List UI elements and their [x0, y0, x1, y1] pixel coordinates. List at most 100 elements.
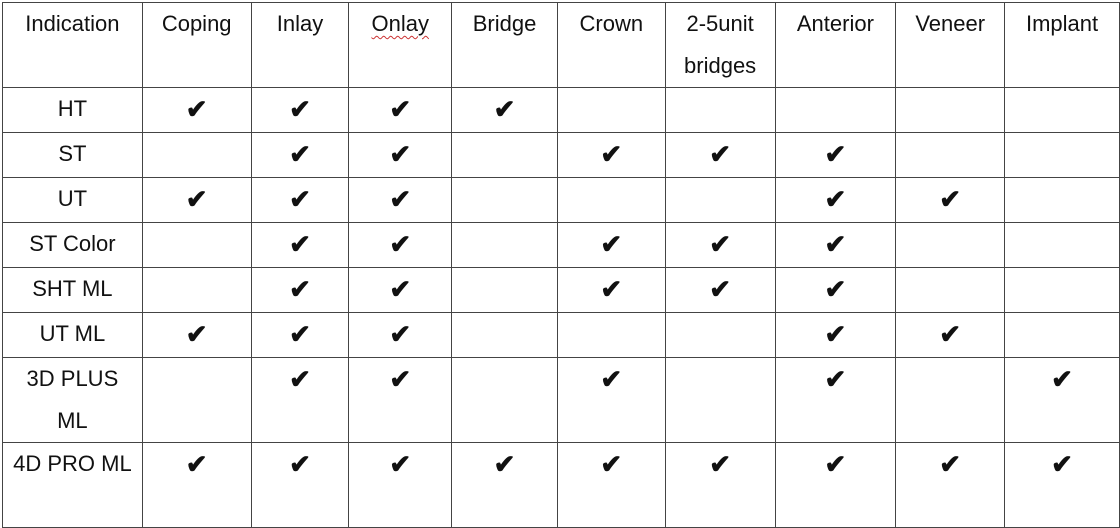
checkmark-icon: ✔	[1051, 449, 1073, 479]
table-cell	[774, 87, 897, 133]
row-label: 3D PLUS ML	[2, 357, 143, 443]
checkmark-icon: ✔	[600, 139, 623, 169]
table-cell	[451, 222, 558, 268]
table-cell	[141, 132, 252, 178]
table-cell: ✔	[250, 357, 350, 443]
table-cell	[556, 87, 666, 133]
column-header: Crown	[556, 2, 666, 88]
checkmark-icon: ✔	[600, 364, 623, 394]
checkmark-icon: ✔	[824, 184, 847, 214]
column-header-label: Coping	[161, 11, 232, 36]
checkmark-icon: ✔	[824, 319, 847, 349]
table-row: UT ML ✔ ✔ ✔ ✔ ✔	[2, 312, 1120, 358]
table-cell	[556, 312, 666, 358]
table-cell	[1004, 312, 1120, 358]
table-cell	[451, 132, 558, 178]
table-cell: ✔	[348, 357, 453, 443]
table-row: 4D PRO ML ✔ ✔ ✔ ✔ ✔ ✔ ✔ ✔ ✔	[2, 442, 1120, 528]
table-cell: ✔	[1004, 357, 1120, 443]
table-cell: ✔	[250, 132, 350, 178]
row-label: HT	[2, 87, 143, 133]
column-header: Inlay	[250, 2, 350, 88]
checkmark-icon: ✔	[389, 94, 412, 124]
column-header: Onlay	[348, 2, 453, 88]
table-cell: ✔	[250, 312, 350, 358]
checkmark-icon: ✔	[389, 184, 412, 214]
row-label: ST	[2, 132, 143, 178]
table-cell	[451, 357, 558, 443]
checkmark-icon: ✔	[824, 274, 847, 304]
table-cell: ✔	[1004, 442, 1120, 528]
table-cell: ✔	[348, 267, 453, 313]
table-cell: ✔	[250, 87, 350, 133]
table-cell: ✔	[664, 442, 776, 528]
column-header: 2-5unit bridges	[664, 2, 776, 88]
checkmark-icon: ✔	[289, 94, 311, 124]
table-cell: ✔	[250, 267, 350, 313]
table-cell: ✔	[556, 267, 666, 313]
column-header-label: Indication	[25, 11, 120, 36]
table-cell	[895, 132, 1006, 178]
column-header-label: Onlay	[371, 11, 429, 36]
column-header: Bridge	[451, 2, 558, 88]
table-cell: ✔	[348, 132, 453, 178]
checkmark-icon: ✔	[389, 449, 412, 479]
column-header-label: Bridge	[472, 11, 537, 36]
table-cell: ✔	[774, 357, 897, 443]
checkmark-icon: ✔	[289, 274, 311, 304]
column-header-label: Anterior	[796, 11, 874, 36]
column-header-label: Inlay	[276, 11, 324, 36]
table-cell: ✔	[774, 222, 897, 268]
table-cell: ✔	[774, 267, 897, 313]
checkmark-icon: ✔	[389, 139, 412, 169]
table-cell: ✔	[141, 177, 252, 223]
table-cell: ✔	[348, 442, 453, 528]
checkmark-icon: ✔	[709, 449, 731, 479]
table-cell: ✔	[774, 132, 897, 178]
table-row: 3D PLUS ML ✔ ✔ ✔ ✔ ✔	[2, 357, 1120, 443]
checkmark-icon: ✔	[939, 449, 962, 479]
table-cell	[141, 357, 252, 443]
table-cell	[451, 267, 558, 313]
table-cell: ✔	[348, 312, 453, 358]
column-header-label: Crown	[579, 11, 644, 36]
checkmark-icon: ✔	[289, 184, 311, 214]
table-cell	[451, 177, 558, 223]
checkmark-icon: ✔	[600, 229, 623, 259]
checkmark-icon: ✔	[185, 319, 208, 349]
row-label: SHT ML	[2, 267, 143, 313]
checkmark-icon: ✔	[493, 449, 516, 479]
table-cell: ✔	[774, 312, 897, 358]
checkmark-icon: ✔	[709, 139, 731, 169]
checkmark-icon: ✔	[824, 229, 847, 259]
checkmark-icon: ✔	[389, 319, 412, 349]
table-cell: ✔	[556, 132, 666, 178]
checkmark-icon: ✔	[939, 319, 962, 349]
checkmark-icon: ✔	[289, 319, 311, 349]
checkmark-icon: ✔	[709, 229, 731, 259]
table-row: UT ✔ ✔ ✔ ✔ ✔	[2, 177, 1120, 223]
table-cell	[1004, 132, 1120, 178]
checkmark-icon: ✔	[289, 449, 311, 479]
column-header: Coping	[141, 2, 252, 88]
column-header-label: Veneer	[915, 11, 986, 36]
table-cell: ✔	[774, 177, 897, 223]
table-cell: ✔	[250, 177, 350, 223]
table-cell	[895, 267, 1006, 313]
table-cell: ✔	[556, 222, 666, 268]
checkmark-icon: ✔	[289, 139, 311, 169]
checkmark-icon: ✔	[389, 229, 412, 259]
checkmark-icon: ✔	[289, 364, 311, 394]
table-row: HT ✔ ✔ ✔ ✔	[2, 87, 1120, 133]
table-cell: ✔	[141, 87, 252, 133]
table-cell	[664, 177, 776, 223]
table-row: SHT ML ✔ ✔ ✔ ✔ ✔	[2, 267, 1120, 313]
table-cell: ✔	[451, 87, 558, 133]
column-header: Anterior	[774, 2, 897, 88]
table-cell	[664, 312, 776, 358]
checkmark-icon: ✔	[824, 139, 847, 169]
table-cell: ✔	[451, 442, 558, 528]
checkmark-icon: ✔	[600, 449, 623, 479]
table-cell: ✔	[895, 442, 1006, 528]
